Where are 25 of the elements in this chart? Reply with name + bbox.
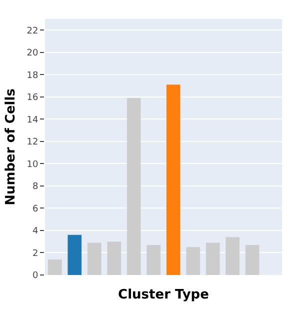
y-tick-label: 0 bbox=[32, 271, 38, 282]
y-tick-label: 12 bbox=[26, 138, 38, 148]
y-axis-title: Number of Cells bbox=[4, 88, 19, 206]
bar bbox=[166, 84, 180, 275]
bar bbox=[87, 242, 102, 275]
x-axis-title: Cluster Type bbox=[118, 288, 210, 303]
y-tick-label: 4 bbox=[32, 226, 38, 237]
bar bbox=[68, 234, 82, 275]
bar bbox=[186, 247, 200, 275]
y-tick-label: 2 bbox=[32, 248, 38, 259]
y-tick-label: 16 bbox=[26, 93, 38, 104]
y-tick-label: 10 bbox=[26, 160, 38, 170]
y-tick-label: 22 bbox=[26, 26, 38, 36]
bar bbox=[126, 98, 141, 275]
y-tick-label: 14 bbox=[26, 115, 38, 126]
y-tick-label: 6 bbox=[32, 204, 38, 214]
y-tick-label: 18 bbox=[26, 70, 38, 81]
bar bbox=[245, 244, 260, 275]
bar bbox=[107, 242, 122, 275]
bar bbox=[146, 244, 161, 275]
bar bbox=[48, 259, 62, 275]
y-tick-label: 8 bbox=[32, 182, 38, 192]
bar bbox=[206, 242, 220, 275]
y-tick-label: 20 bbox=[26, 48, 38, 59]
bar bbox=[226, 237, 240, 275]
